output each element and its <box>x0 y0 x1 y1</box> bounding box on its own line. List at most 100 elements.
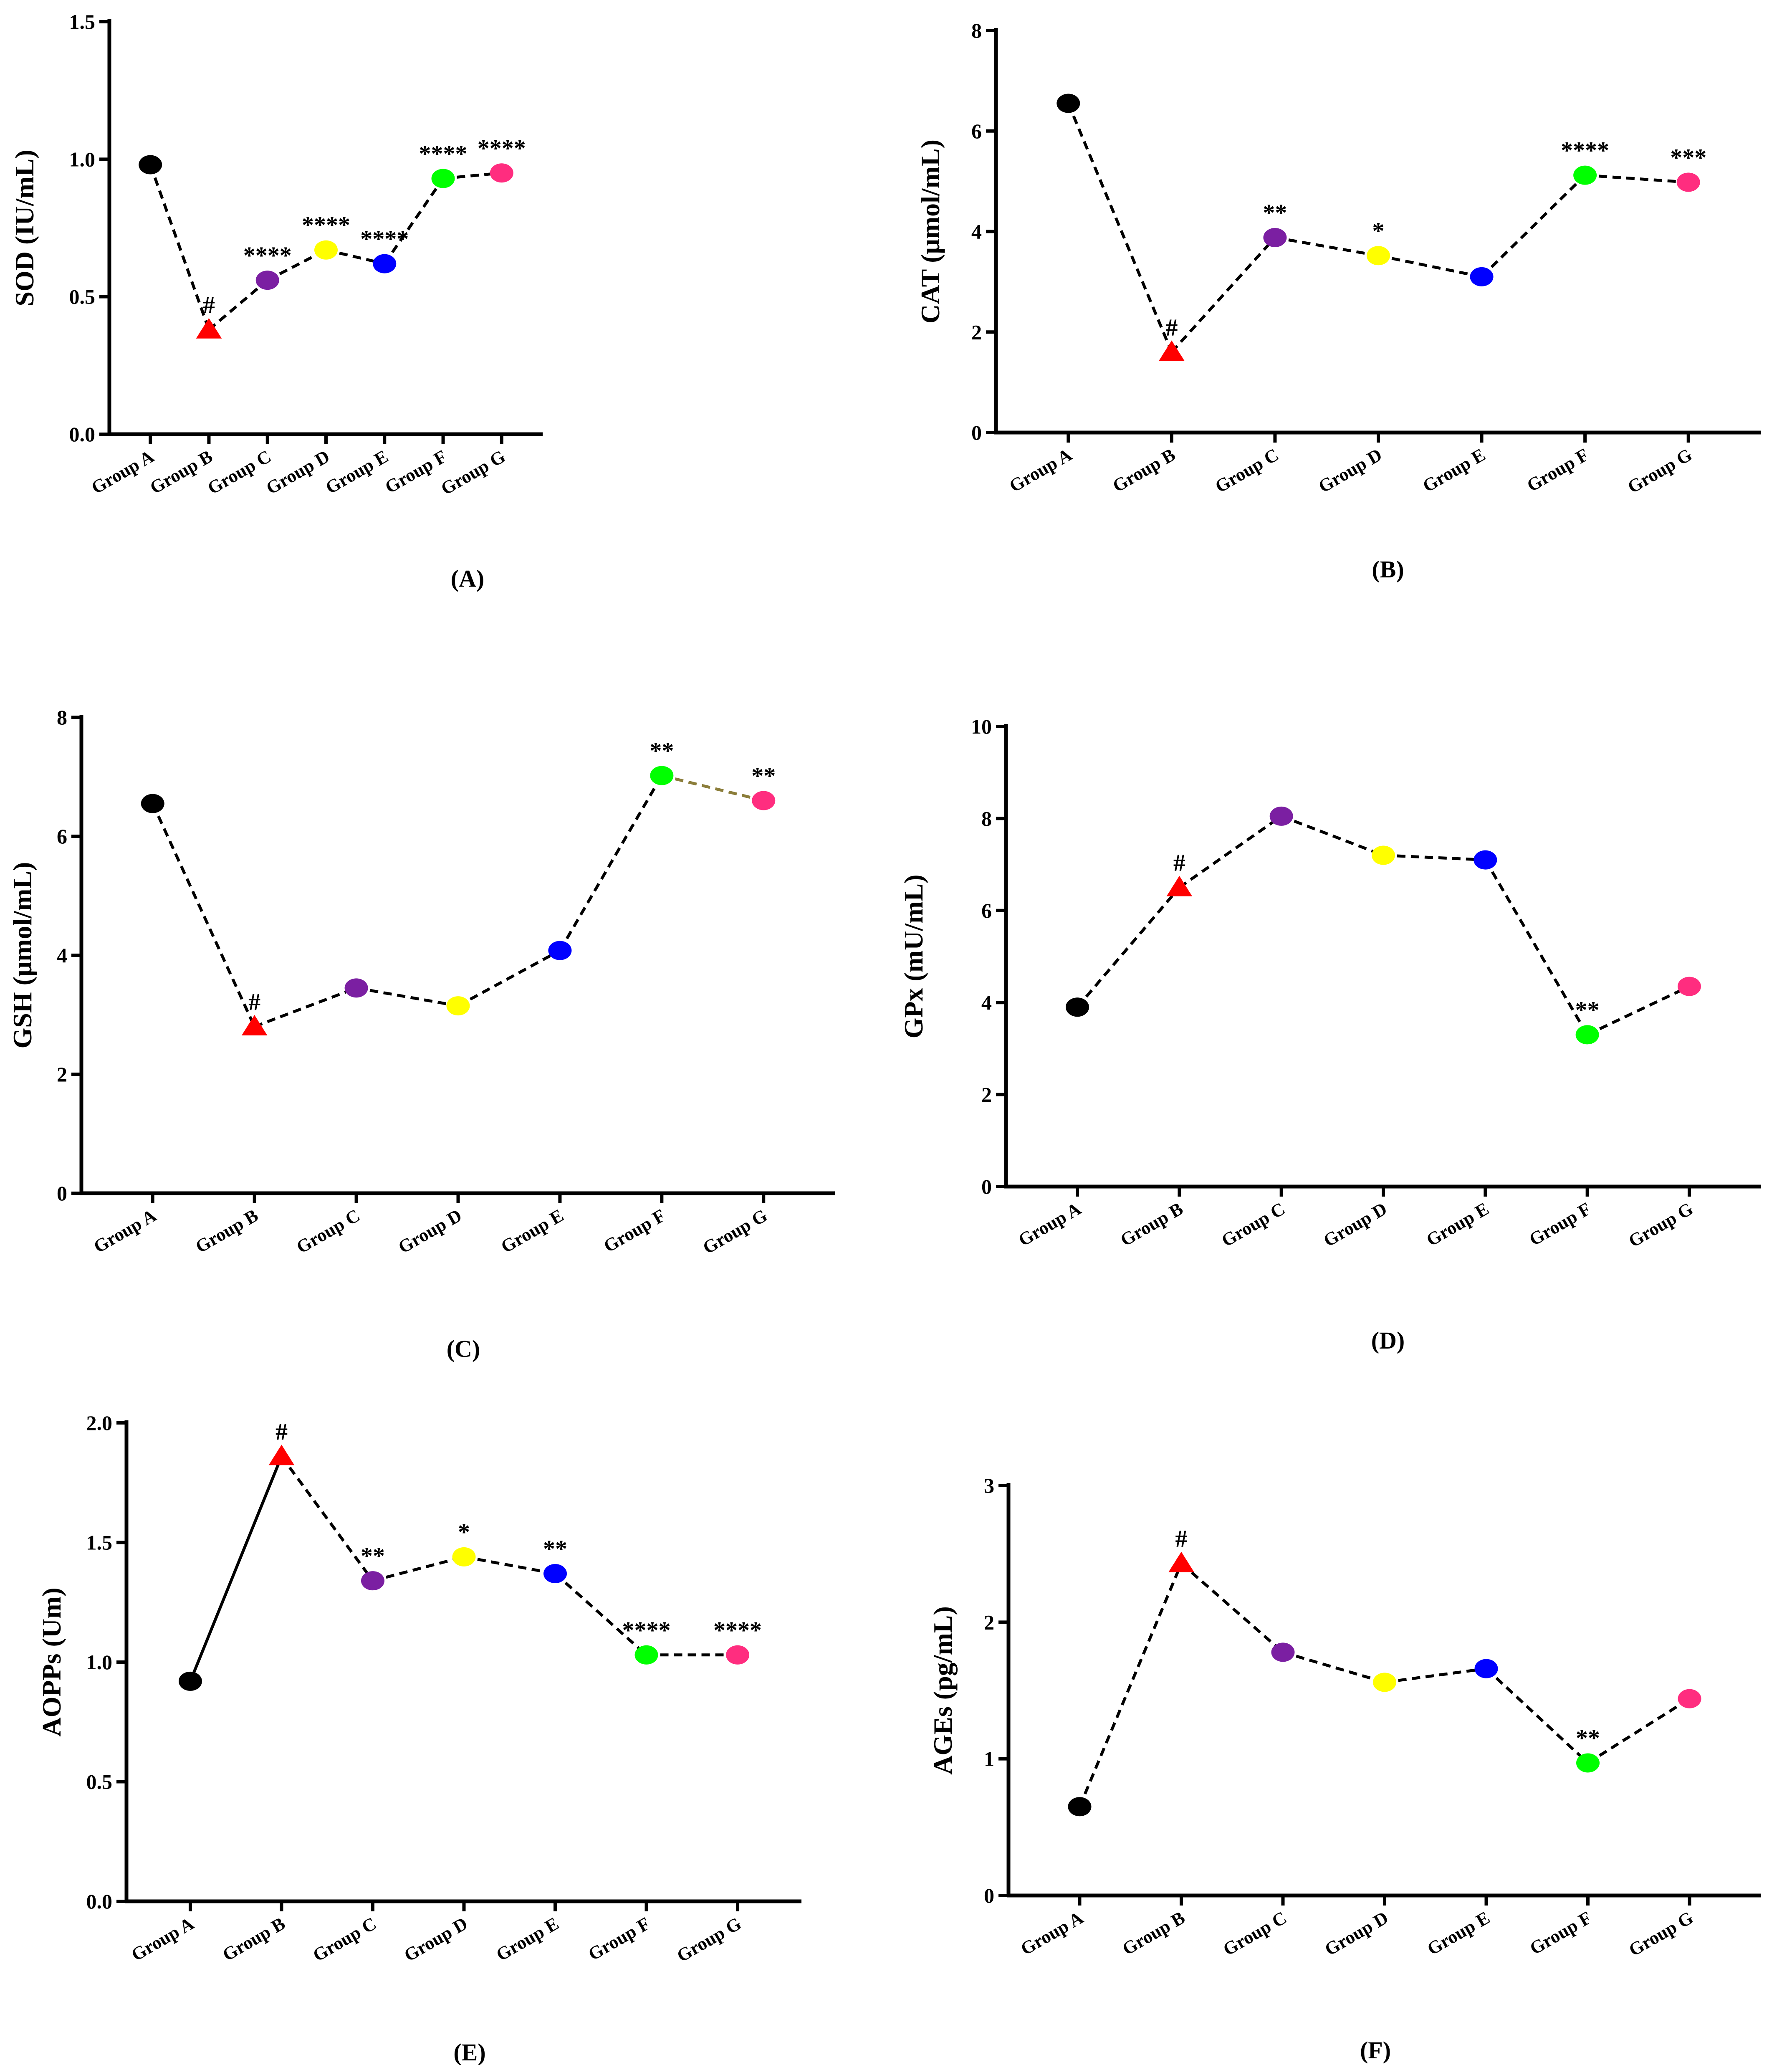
data-point-marker <box>268 1445 295 1465</box>
x-tick-label: Group B <box>147 446 216 498</box>
y-tick-label: 10 <box>971 715 992 738</box>
significance-label: # <box>1173 849 1185 876</box>
data-point-marker <box>1263 228 1287 247</box>
data-point-marker <box>1271 1642 1295 1662</box>
x-tick-label: Group F <box>382 446 450 497</box>
series-line-segment <box>1274 236 1379 257</box>
significance-label: ** <box>543 1535 567 1562</box>
data-point-marker <box>1168 1551 1194 1572</box>
chart-panel-4: 0 2 4 6 8 10 GPx (mU/mL) Group A Group B Group C G… <box>899 715 1761 1354</box>
data-point-marker <box>1474 1659 1498 1678</box>
data-point-marker <box>1678 1689 1701 1708</box>
x-tick-label: Group F <box>1526 1198 1595 1250</box>
series-line-segment <box>661 774 764 802</box>
y-tick-label: 2 <box>971 320 982 344</box>
significance-label: **** <box>243 242 292 269</box>
x-tick-label: Group D <box>401 1913 471 1966</box>
y-tick-label: 6 <box>971 119 982 143</box>
y-tick-label: 0 <box>981 1175 992 1198</box>
series-line-segment <box>383 177 445 265</box>
series-line-segment <box>1481 174 1586 278</box>
y-tick-label: 0 <box>971 421 982 444</box>
x-tick-label: Group F <box>1524 444 1592 496</box>
series-line-segment <box>254 987 357 1028</box>
series-line-segment <box>356 986 459 1007</box>
data-point-marker <box>726 1645 750 1665</box>
series-line-segment <box>457 949 561 1007</box>
series-line-segment <box>463 1555 556 1575</box>
y-tick-label: 0.0 <box>86 1890 113 1913</box>
significance-label: # <box>248 988 260 1015</box>
y-tick-label: 1.0 <box>69 147 96 171</box>
series-line-segment <box>1585 174 1688 184</box>
data-point-marker <box>344 978 368 998</box>
data-point-marker <box>1372 845 1395 865</box>
x-tick-label: Group C <box>1212 444 1282 497</box>
data-point-marker <box>1166 876 1193 896</box>
x-tick-label: Group E <box>498 1205 567 1257</box>
series-line-segment <box>1384 1667 1486 1684</box>
series-line-segment <box>208 279 268 331</box>
significance-label: **** <box>622 1617 671 1644</box>
series-line-segment <box>1076 886 1181 1008</box>
y-axis-label: SOD (IU/mL) <box>10 149 39 306</box>
x-tick-label: Group G <box>699 1205 771 1258</box>
y-tick-label: 8 <box>981 807 992 830</box>
y-tick-label: 2 <box>981 1083 992 1106</box>
x-tick-label: Group B <box>1119 1907 1188 1959</box>
y-tick-label: 4 <box>981 991 992 1014</box>
chart-panel-6: 0 1 2 3 AGEs (pg/mL) Group A Group B Group C Gro… <box>928 1474 1761 2064</box>
x-tick-label: Group E <box>1419 444 1489 496</box>
series-line-segment <box>1587 1697 1691 1764</box>
data-point-marker <box>361 1571 384 1591</box>
x-tick-label: Group A <box>1006 444 1076 496</box>
data-point-marker <box>139 155 162 175</box>
significance-label: * <box>458 1518 470 1546</box>
significance-label: **** <box>360 225 409 253</box>
data-point-marker <box>1573 165 1597 185</box>
y-axis-label: AOPPs (Um) <box>37 1587 66 1736</box>
y-axis-label: GPx (mU/mL) <box>899 875 928 1039</box>
significance-label: ** <box>1576 1724 1600 1751</box>
data-point-marker <box>141 794 164 813</box>
panel-label: (F) <box>1360 2037 1391 2064</box>
x-tick-label: Group F <box>585 1913 654 1964</box>
series-line-segment <box>1282 1650 1385 1684</box>
y-tick-label: 4 <box>971 220 982 243</box>
y-axis-label: GSH (μmol/mL) <box>8 862 37 1049</box>
series-line-segment <box>1484 859 1589 1036</box>
x-tick-label: Group A <box>1015 1198 1084 1250</box>
data-point-marker <box>1159 340 1185 361</box>
significance-label: ** <box>751 762 776 790</box>
significance-label: **** <box>478 134 526 162</box>
data-point-marker <box>314 240 338 260</box>
x-tick-label: Group G <box>673 1913 745 1966</box>
data-point-marker <box>196 318 222 339</box>
panel-label: (E) <box>453 2039 485 2065</box>
data-point-marker <box>241 1015 268 1035</box>
data-point-marker <box>1373 1673 1396 1692</box>
panel-label: (B) <box>1372 556 1404 583</box>
x-tick-label: Group E <box>1423 1198 1493 1250</box>
y-tick-label: 0.5 <box>86 1770 113 1794</box>
series-line-segment <box>149 164 210 330</box>
x-tick-label: Group G <box>1625 1907 1697 1960</box>
panel-label: (C) <box>447 1335 480 1362</box>
x-tick-label: Group D <box>1320 1198 1390 1251</box>
data-point-marker <box>548 941 572 960</box>
significance-label: * <box>1372 217 1385 244</box>
x-tick-label: Group G <box>437 446 509 499</box>
x-tick-label: Group B <box>1117 1198 1187 1250</box>
y-tick-label: 2.0 <box>86 1411 113 1435</box>
data-point-marker <box>650 766 674 785</box>
significance-label: **** <box>713 1617 762 1644</box>
y-tick-label: 0.5 <box>69 285 96 309</box>
x-tick-label: Group C <box>1220 1907 1290 1960</box>
series-line-segment <box>280 1455 374 1582</box>
series-line-segment <box>1078 1563 1183 1807</box>
x-tick-label: Group C <box>309 1913 380 1966</box>
data-point-marker <box>1676 172 1700 192</box>
x-tick-label: Group C <box>1218 1198 1289 1251</box>
panel-label: (A) <box>451 565 485 592</box>
data-point-marker <box>1068 1797 1092 1817</box>
